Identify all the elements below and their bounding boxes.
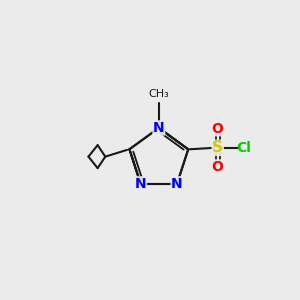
Text: N: N xyxy=(171,177,183,191)
Text: N: N xyxy=(153,121,165,135)
Text: O: O xyxy=(212,122,224,136)
Text: CH₃: CH₃ xyxy=(148,89,169,99)
Text: S: S xyxy=(212,140,223,155)
Text: N: N xyxy=(135,177,146,191)
Text: O: O xyxy=(212,160,224,174)
Text: Cl: Cl xyxy=(236,141,251,155)
